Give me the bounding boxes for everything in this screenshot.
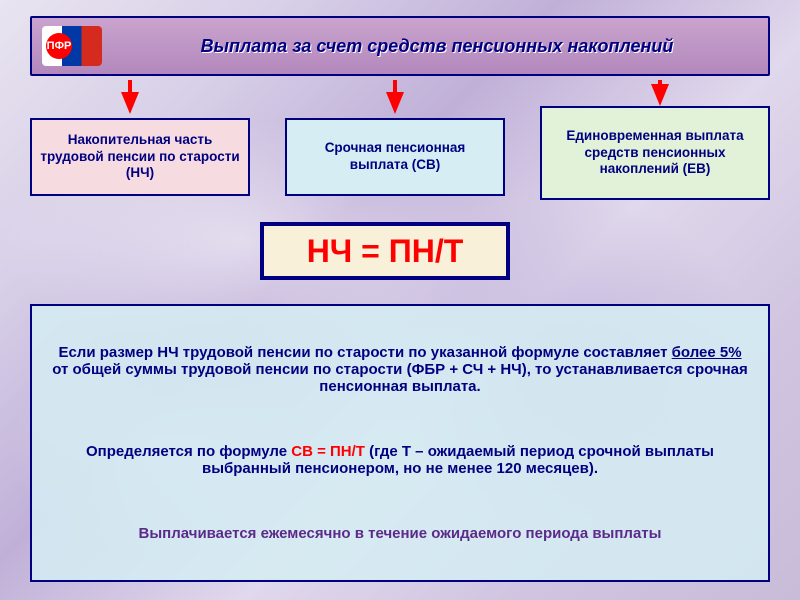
arrow-center-icon <box>386 92 404 114</box>
header-title: Выплата за счет средств пенсионных накоп… <box>116 36 758 57</box>
p1-part-b: от общей суммы трудовой пенсии по старос… <box>52 361 748 395</box>
arrow-left-icon <box>121 92 139 114</box>
box-sv: Срочная пенсионная выплата (СВ) <box>285 118 505 196</box>
p1-underline: более 5% <box>672 344 742 361</box>
main-paragraph-2: Определяется по формуле СВ = ПН/Т (где Т… <box>52 443 748 477</box>
pfr-logo-circle: ПФР <box>46 33 72 59</box>
p2-part-a: Определяется по формуле <box>86 443 291 460</box>
arrow-right-icon <box>651 84 669 106</box>
formula-box: НЧ = ПН/Т <box>260 222 510 280</box>
main-paragraph-3: Выплачивается ежемесячно в течение ожида… <box>52 525 748 542</box>
pfr-logo: ПФР <box>42 26 102 66</box>
formula-text: НЧ = ПН/Т <box>307 233 464 270</box>
main-paragraph-1: Если размер НЧ трудовой пенсии по старос… <box>52 344 748 395</box>
p1-part-a: Если размер НЧ трудовой пенсии по старос… <box>58 344 671 361</box>
main-text-box: Если размер НЧ трудовой пенсии по старос… <box>30 304 770 582</box>
header-bar: ПФР Выплата за счет средств пенсионных н… <box>30 16 770 76</box>
box-nch: Накопительная часть трудовой пенсии по с… <box>30 118 250 196</box>
box-ev: Единовременная выплата средств пенсионны… <box>540 106 770 200</box>
p2-formula: СВ = ПН/Т <box>291 443 365 460</box>
